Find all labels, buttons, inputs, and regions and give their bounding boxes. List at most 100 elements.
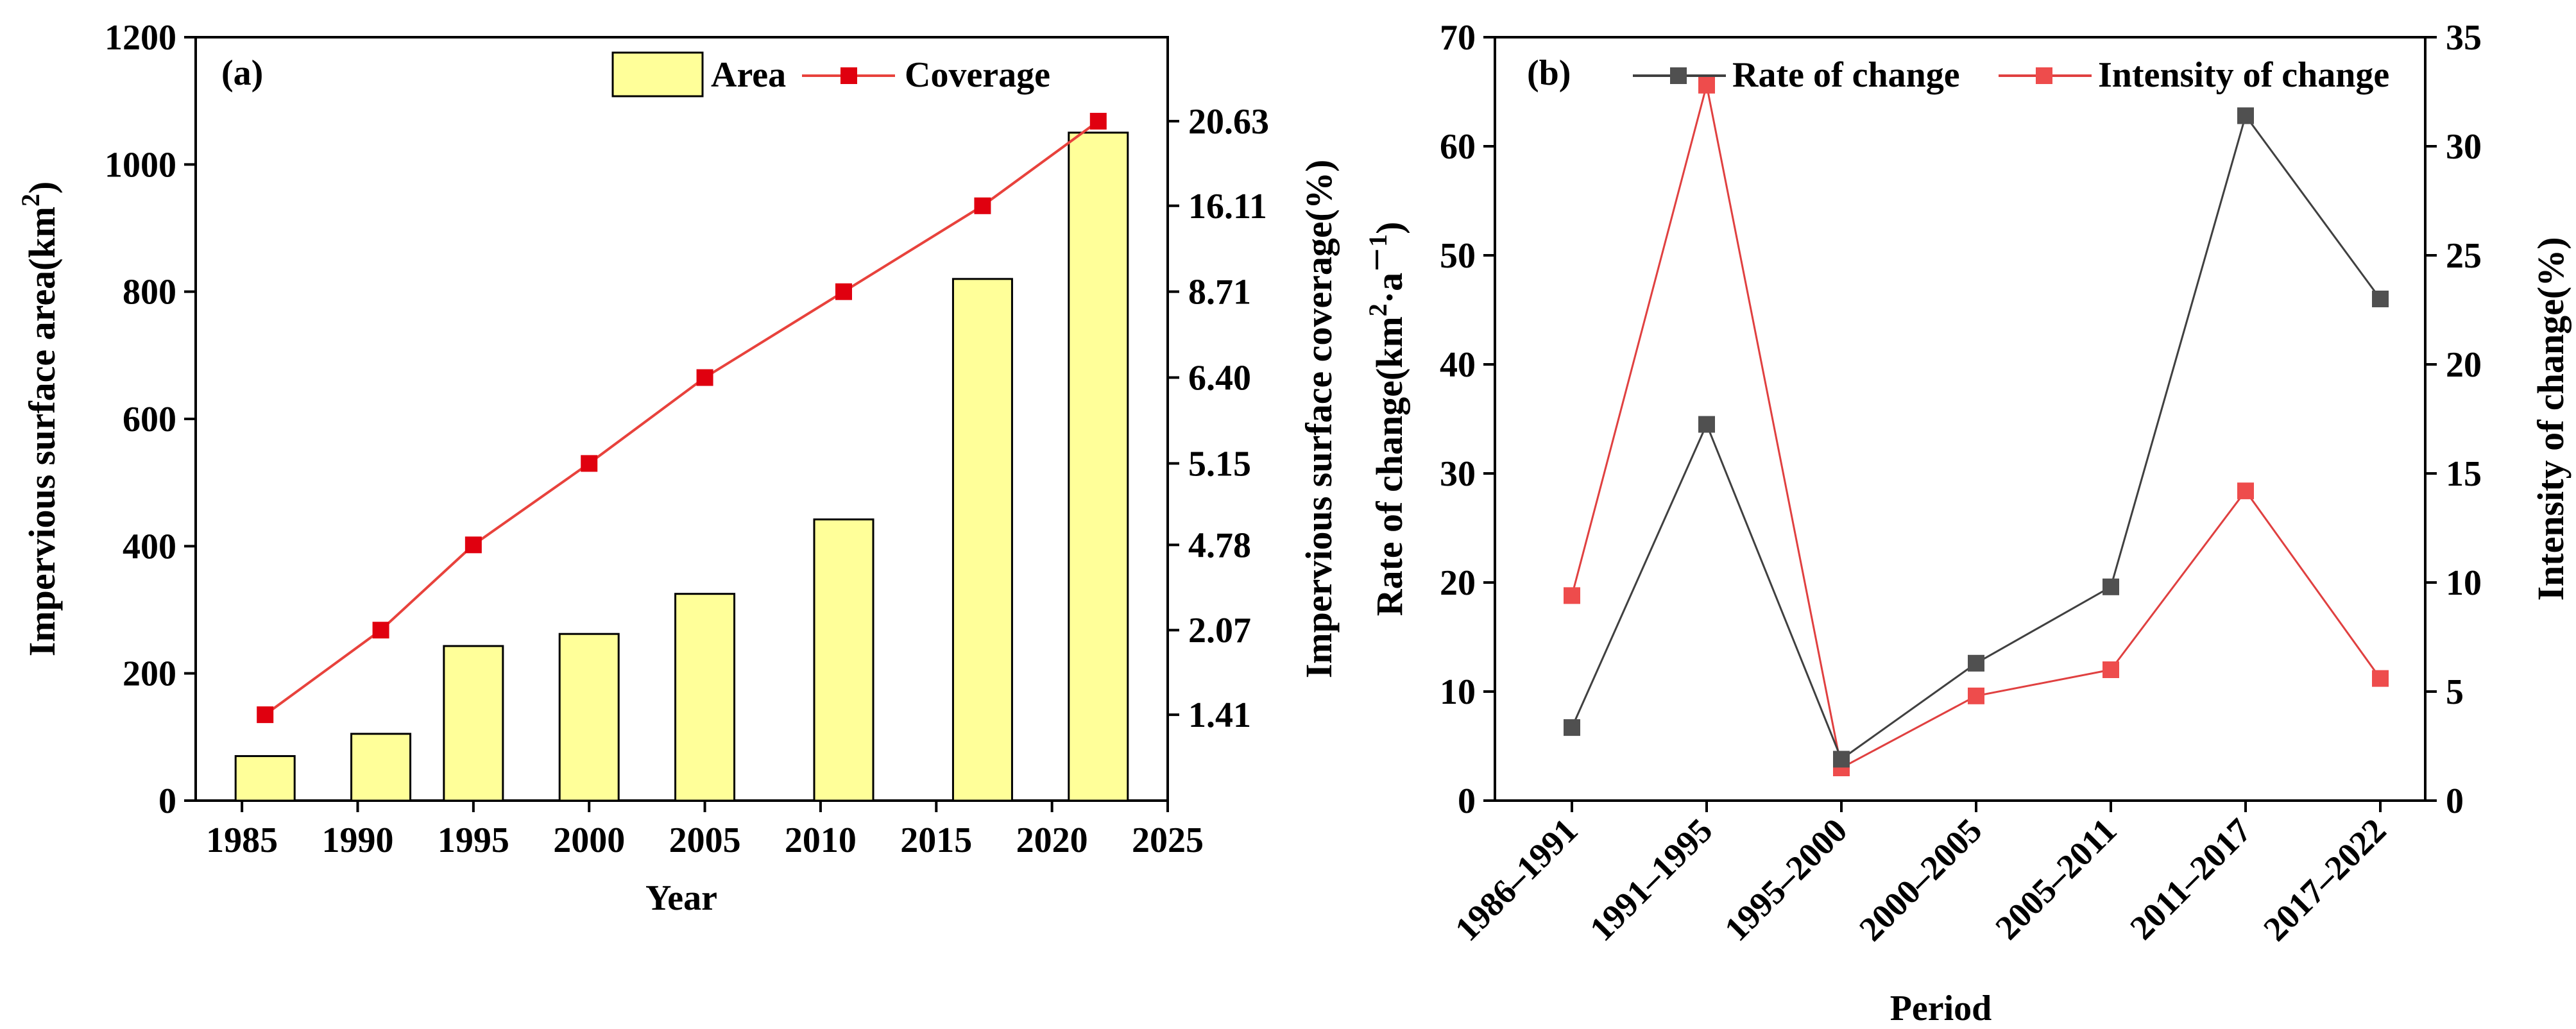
x-category-label: 2011–2017 <box>2122 811 2258 947</box>
chart-panel-b: 1986–19911991–19951995–20002000–20052005… <box>1363 18 2572 1028</box>
coverage-point-1991 <box>372 622 389 639</box>
rate-point-4 <box>2103 578 2119 595</box>
y-tick-label-left: 70 <box>1440 18 1476 58</box>
y-tick-label-right: 15 <box>2446 454 2482 494</box>
line-series-coverage <box>257 112 1107 724</box>
x-tick-label: 2025 <box>1132 821 1204 860</box>
y-tick-label-left: 800 <box>123 273 176 312</box>
coverage-point-2011 <box>835 283 852 300</box>
y-tick-label-left: 600 <box>123 400 176 439</box>
y-axis-title-left-a: Impervious surface area(km2) <box>16 182 63 657</box>
intensity-point-5 <box>2237 482 2254 500</box>
y-tick-label-left: 1200 <box>105 18 176 58</box>
y-tick-label-left: 200 <box>123 654 176 694</box>
coverage-line <box>264 120 1099 716</box>
y-tick-label-right: 0 <box>2446 781 2464 821</box>
tick-labels-a: 1985 1990 1995 2000 2005 2010 2015 2020 2025 0 200… <box>105 18 1269 860</box>
y-tick-label-right: 1.41 <box>1188 695 1251 735</box>
coverage-point-2017 <box>974 197 991 214</box>
coverage-point-2022 <box>1089 112 1107 130</box>
intensity-point-4 <box>2103 661 2119 678</box>
y-tick-label-right: 2.07 <box>1188 611 1251 651</box>
x-category-label: 1986–1991 <box>1447 811 1585 948</box>
axis-ticks-a <box>184 36 1179 812</box>
x-axis-title-a: Year <box>645 878 717 918</box>
y-tick-label-left: 400 <box>123 527 176 566</box>
legend-marker-intensity <box>2036 67 2052 84</box>
y-tick-label-right: 35 <box>2446 18 2482 58</box>
intensity-point-3 <box>1968 687 1984 704</box>
y-tick-label-right: 4.78 <box>1188 525 1251 565</box>
rate-point-2 <box>1833 751 1850 768</box>
y-tick-label-right: 20.63 <box>1188 102 1269 142</box>
y-tick-label-right: 20 <box>2446 345 2482 385</box>
y-tick-label-right: 30 <box>2446 127 2482 167</box>
y-tick-label-left: 0 <box>1458 781 1476 821</box>
x-tick-label: 2010 <box>785 821 857 860</box>
y-axis-title-right-b: Intensity of change(%) <box>2530 237 2572 600</box>
coverage-point-2005 <box>696 369 713 386</box>
legend-label-area: Area <box>711 55 786 95</box>
legend-label-rate: Rate of change <box>1732 55 1960 95</box>
y-tick-label-right: 10 <box>2446 563 2482 603</box>
y-tick-label-left: 50 <box>1440 236 1476 276</box>
x-tick-label: 2020 <box>1016 821 1088 860</box>
y-tick-label-left: 60 <box>1440 127 1476 167</box>
bar-area-2017 <box>951 278 1013 802</box>
legend-marker-rate <box>1670 67 1687 84</box>
coverage-point-1995 <box>465 536 482 554</box>
x-axis-title-b: Period <box>1890 989 1992 1028</box>
legend-a: Area Coverage <box>611 51 1050 98</box>
y-tick-label-right: 5 <box>2446 672 2464 712</box>
x-tick-label: 1990 <box>322 821 394 860</box>
y-tick-label-right: 8.71 <box>1188 273 1251 312</box>
bar-area-2000 <box>558 633 620 802</box>
x-tick-label: 2015 <box>900 821 972 860</box>
bar-area-1995 <box>443 645 504 802</box>
axis-ticks-b <box>1483 36 2437 812</box>
rate-point-1 <box>1698 416 1715 433</box>
rate-point-6 <box>2372 291 2389 307</box>
intensity-point-1 <box>1698 76 1715 94</box>
x-tick-label: 1985 <box>206 821 278 860</box>
plot-frame-b <box>1494 36 2427 802</box>
bar-area-2005 <box>674 593 736 802</box>
x-category-label: 1995–2000 <box>1717 811 1854 948</box>
intensity-point-0 <box>1564 587 1580 604</box>
y-tick-label-right: 6.40 <box>1188 359 1251 398</box>
line-series-b <box>1564 76 2389 776</box>
legend-label-coverage: Coverage <box>905 55 1050 95</box>
x-tick-label: 2005 <box>669 821 741 860</box>
coverage-point-1986 <box>257 706 274 724</box>
tick-labels-b: 1986–19911991–19951995–20002000–20052005… <box>1440 18 2482 948</box>
intensity-point-6 <box>2372 670 2389 687</box>
coverage-point-2000 <box>581 455 598 472</box>
x-category-label: 2000–2005 <box>1852 811 1989 948</box>
y-tick-label-left: 20 <box>1440 563 1476 603</box>
x-category-label: 2005–2011 <box>1988 811 2124 947</box>
bar-area-1991 <box>350 733 412 802</box>
y-axis-title-right-a: Impervious surface coverage(%) <box>1298 160 1340 679</box>
chart-panel-a: 1985 1990 1995 2000 2005 2010 2015 2020 2025 0 200… <box>16 18 1340 918</box>
x-category-label: 1991–1995 <box>1582 811 1719 948</box>
y-tick-label-left: 30 <box>1440 454 1476 494</box>
bar-area-1986 <box>234 755 296 802</box>
y-tick-label-right: 25 <box>2446 236 2482 276</box>
y-tick-label-left: 1000 <box>105 145 176 185</box>
y-tick-label-right: 16.11 <box>1188 187 1267 226</box>
y-tick-label-right: 5.15 <box>1188 444 1251 484</box>
rate-point-0 <box>1564 719 1580 736</box>
x-tick-label: 1995 <box>438 821 509 860</box>
y-tick-label-left: 0 <box>158 781 176 821</box>
panel-label-a: (a) <box>221 53 263 93</box>
bar-area-2022 <box>1068 132 1129 802</box>
bar-series-area <box>234 132 1129 802</box>
y-axis-title-left-b: Rate of change(km2·a－1) <box>1363 222 1410 617</box>
rate-point-5 <box>2237 107 2254 124</box>
bar-area-2011 <box>813 518 874 802</box>
rate-point-3 <box>1968 654 1984 672</box>
y-tick-label-left: 40 <box>1440 345 1476 385</box>
legend-swatch-area <box>611 51 704 98</box>
y-tick-label-left: 10 <box>1440 672 1476 712</box>
